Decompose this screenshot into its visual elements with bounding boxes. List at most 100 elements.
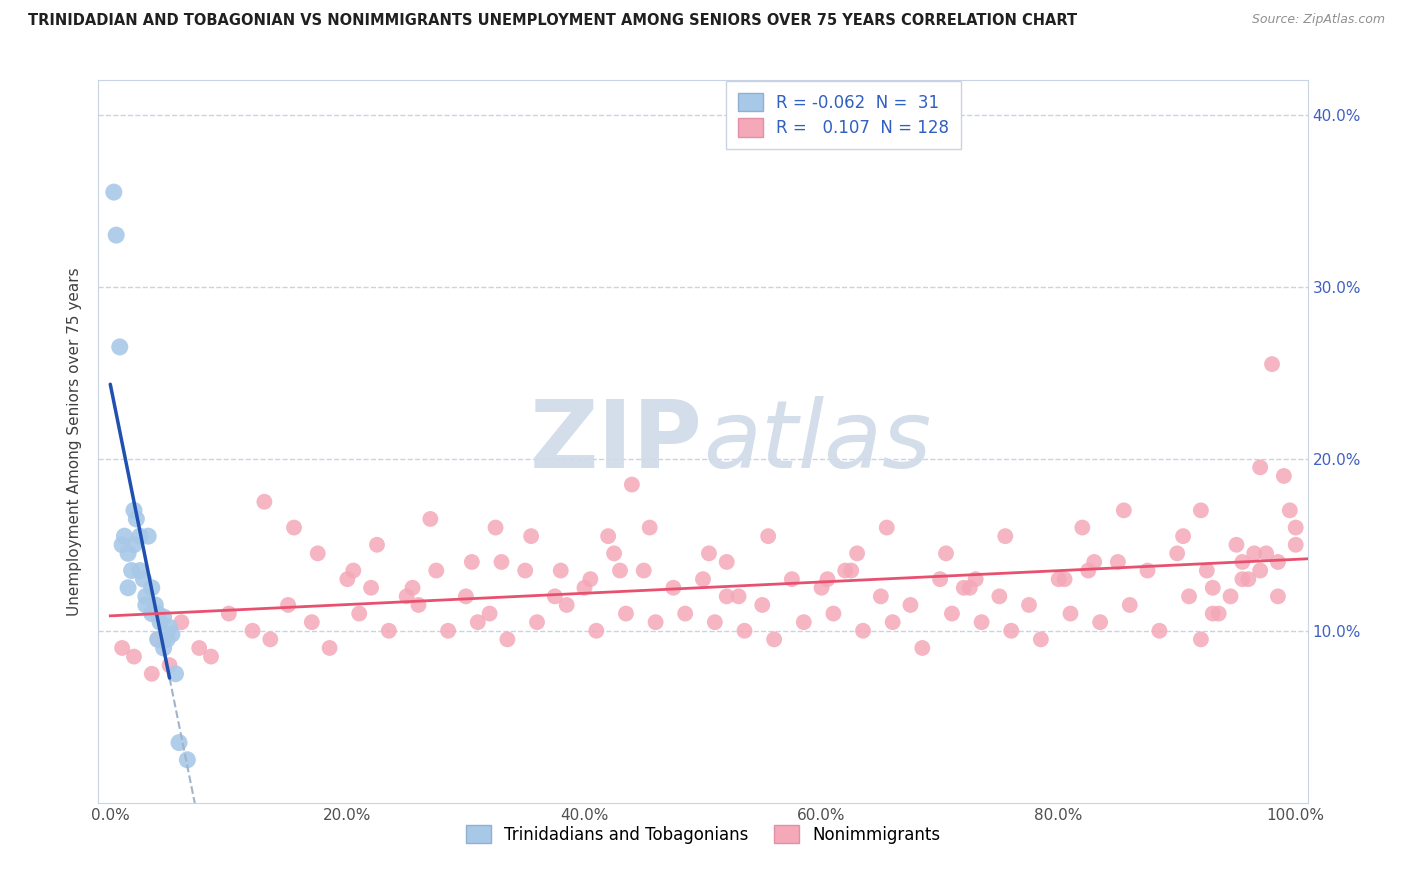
- Point: [834, 564, 856, 578]
- Point: [129, 564, 152, 578]
- Point: [882, 615, 904, 630]
- Point: [1088, 615, 1111, 630]
- Point: [1232, 555, 1254, 569]
- Point: [609, 564, 631, 578]
- Point: [638, 520, 661, 534]
- Point: [585, 624, 607, 638]
- Point: [122, 538, 145, 552]
- Point: [579, 572, 602, 586]
- Point: [716, 590, 738, 604]
- Point: [823, 607, 845, 621]
- Point: [751, 598, 773, 612]
- Point: [1136, 564, 1159, 578]
- Point: [141, 581, 163, 595]
- Point: [467, 615, 489, 630]
- Point: [170, 615, 193, 630]
- Point: [839, 564, 862, 578]
- Point: [1219, 590, 1241, 604]
- Point: [408, 598, 430, 612]
- Point: [756, 529, 779, 543]
- Point: [108, 340, 131, 354]
- Point: [1243, 546, 1265, 560]
- Point: [122, 503, 145, 517]
- Point: [1112, 503, 1135, 517]
- Point: [167, 735, 190, 749]
- Point: [160, 627, 183, 641]
- Point: [1261, 357, 1284, 371]
- Point: [347, 607, 370, 621]
- Point: [117, 581, 139, 595]
- Point: [165, 666, 187, 681]
- Point: [143, 598, 166, 612]
- Point: [1285, 520, 1308, 534]
- Point: [1232, 572, 1254, 586]
- Text: ZIP: ZIP: [530, 395, 703, 488]
- Point: [283, 520, 305, 534]
- Point: [1249, 460, 1271, 475]
- Point: [336, 572, 359, 586]
- Point: [125, 512, 148, 526]
- Point: [952, 581, 974, 595]
- Point: [437, 624, 460, 638]
- Point: [620, 477, 643, 491]
- Point: [378, 624, 401, 638]
- Point: [152, 610, 174, 624]
- Point: [1189, 503, 1212, 517]
- Point: [911, 640, 934, 655]
- Point: [515, 564, 537, 578]
- Point: [1208, 607, 1230, 621]
- Point: [1071, 520, 1094, 534]
- Point: [1189, 632, 1212, 647]
- Point: [1195, 564, 1218, 578]
- Point: [425, 564, 447, 578]
- Point: [1202, 581, 1225, 595]
- Point: [598, 529, 620, 543]
- Point: [146, 607, 169, 621]
- Legend: Trinidadians and Tobagonians, Nonimmigrants: Trinidadians and Tobagonians, Nonimmigra…: [457, 817, 949, 852]
- Point: [242, 624, 264, 638]
- Point: [780, 572, 803, 586]
- Point: [1267, 555, 1289, 569]
- Point: [146, 632, 169, 647]
- Point: [1254, 546, 1277, 560]
- Point: [1178, 590, 1201, 604]
- Point: [929, 572, 952, 586]
- Point: [1171, 529, 1194, 543]
- Point: [869, 590, 891, 604]
- Point: [103, 185, 125, 199]
- Point: [988, 590, 1011, 604]
- Point: [1166, 546, 1188, 560]
- Point: [136, 529, 159, 543]
- Point: [697, 546, 720, 560]
- Point: [259, 632, 281, 647]
- Point: [692, 572, 714, 586]
- Point: [135, 590, 157, 604]
- Point: [218, 607, 240, 621]
- Point: [454, 590, 477, 604]
- Point: [301, 615, 323, 630]
- Point: [141, 666, 163, 681]
- Point: [419, 512, 441, 526]
- Point: [141, 607, 163, 621]
- Point: [935, 546, 957, 560]
- Point: [555, 598, 578, 612]
- Point: [1237, 572, 1260, 586]
- Point: [526, 615, 548, 630]
- Point: [644, 615, 666, 630]
- Point: [159, 658, 181, 673]
- Text: TRINIDADIAN AND TOBAGONIAN VS NONIMMIGRANTS UNEMPLOYMENT AMONG SENIORS OVER 75 Y: TRINIDADIAN AND TOBAGONIAN VS NONIMMIGRA…: [28, 13, 1077, 29]
- Point: [132, 572, 155, 586]
- Point: [146, 632, 169, 647]
- Point: [318, 640, 340, 655]
- Point: [496, 632, 519, 647]
- Y-axis label: Unemployment Among Seniors over 75 years: Unemployment Among Seniors over 75 years: [67, 268, 83, 615]
- Point: [1047, 572, 1070, 586]
- Point: [941, 607, 963, 621]
- Point: [200, 649, 222, 664]
- Point: [763, 632, 786, 647]
- Point: [1285, 538, 1308, 552]
- Point: [970, 615, 993, 630]
- Point: [994, 529, 1017, 543]
- Point: [662, 581, 685, 595]
- Point: [1267, 590, 1289, 604]
